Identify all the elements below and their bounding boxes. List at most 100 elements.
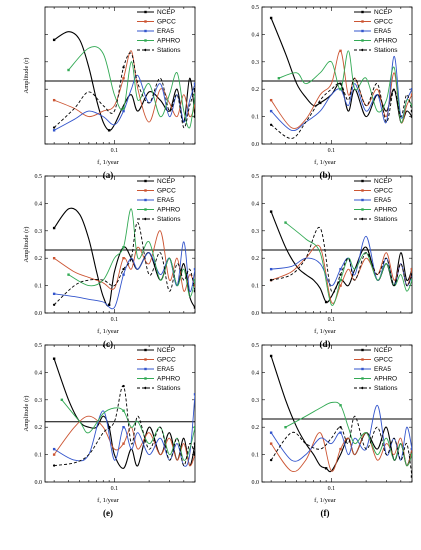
panel-label: (a) [103,170,114,180]
legend-label: ERA5 [374,366,391,373]
legend-marker [144,198,147,202]
series-group [52,207,195,310]
legend-marker [144,48,147,52]
legend-label: ERA5 [374,28,391,35]
series-line-era5 [270,55,412,132]
panel-label: (d) [320,339,331,349]
legend-label: APHRO [157,38,180,45]
data-point [122,77,125,80]
data-point [339,49,342,53]
legend-label: GPCC [374,357,393,364]
data-point [122,246,125,249]
panel-label: (c) [103,339,113,349]
data-point [339,88,342,91]
legend-label: Stations [157,216,181,223]
legend-label: NCEP [374,9,392,16]
data-point [193,393,195,396]
data-point [269,431,273,434]
data-point [60,398,64,401]
series-line-stations [54,385,195,467]
data-point [410,115,412,118]
data-point [410,88,412,91]
panel-label: (e) [103,508,113,518]
legend-label: ERA5 [374,197,391,204]
series-line-ncep [53,31,195,131]
data-point [193,82,195,85]
x-axis-label: f, 1/year [97,159,119,166]
y-tick-label: 0.0 [252,142,260,148]
x-axis-label: f, 1/year [97,328,119,335]
y-tick-label: 0.3 [252,60,260,66]
y-tick-label: 0.4 [252,32,260,38]
y-axis-label: Amplitude (r) [23,58,30,94]
y-tick-label: 0.3 [252,398,260,404]
series-line-aphro [285,222,412,306]
panel-label: (b) [320,170,331,180]
y-tick-label: 0.4 [35,370,43,376]
data-point [122,267,125,271]
y-tick-label: 0.5 [35,174,43,180]
y-tick-label: 0.5 [252,174,260,180]
data-point [193,88,195,91]
legend-marker [361,348,364,352]
legend-marker [361,386,364,390]
legend-marker [144,10,147,14]
data-point [52,226,56,230]
data-point [410,104,412,107]
y-tick-label: 0.2 [252,425,260,431]
legend-marker [361,179,364,183]
y-tick-label: 0.0 [35,480,43,486]
x-tick-label: 0.1 [328,317,336,323]
y-tick-label: 0.1 [252,284,260,290]
data-point [193,289,195,293]
data-point [122,409,125,412]
data-point [284,221,287,224]
data-point [122,109,125,113]
x-axis-label: f, 1/year [97,497,119,504]
data-point [67,68,70,72]
legend-marker [144,208,147,211]
legend-label: NCEP [157,178,175,185]
series-group [269,16,412,139]
data-point [324,300,328,304]
data-point [122,442,125,445]
data-point [339,284,342,287]
data-point [410,109,412,113]
y-tick-label: 0.5 [252,5,260,11]
data-point [52,257,56,260]
data-point [193,442,195,445]
data-point [52,453,56,456]
data-point [193,93,195,96]
legend-marker [144,367,147,371]
data-point [410,475,412,478]
y-axis-label: Amplitude (r) [23,396,30,432]
data-point [193,104,195,107]
series-line-ncep [270,355,412,473]
legend-label: Stations [374,216,398,223]
data-point [269,354,273,358]
legend-label: APHRO [374,376,397,383]
series-line-era5 [271,235,412,287]
legend-marker [144,20,147,23]
series-group [269,210,412,306]
legend-marker [144,217,147,221]
legend-marker [361,29,364,33]
data-point [122,426,125,429]
data-point [107,303,111,306]
x-tick-label: 0.1 [328,486,336,492]
data-point [277,77,281,80]
data-point [410,453,412,456]
legend-marker [144,39,147,42]
data-point [52,38,56,42]
data-point [107,426,111,429]
data-point [193,426,195,429]
legend-label: Stations [157,47,181,54]
legend-marker [361,377,364,380]
data-point [410,273,412,276]
legend-label: Stations [374,47,398,54]
x-axis-label: f, 1/year [314,328,336,335]
data-point [269,210,273,213]
y-tick-label: 0.2 [252,87,260,93]
series-line-gpcc [53,230,195,292]
y-tick-label: 0.1 [252,115,260,121]
